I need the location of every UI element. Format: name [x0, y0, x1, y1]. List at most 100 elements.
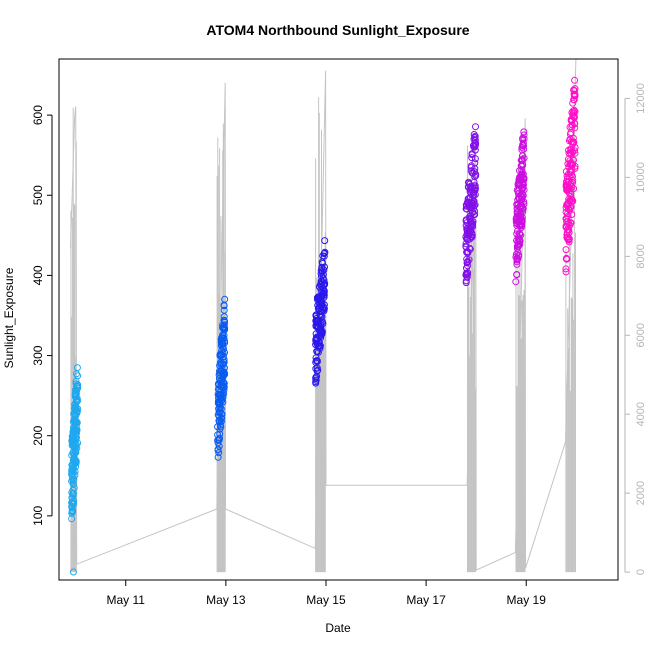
data-point [317, 298, 325, 306]
data-point [68, 503, 76, 511]
data-point [514, 249, 522, 257]
data-point [468, 151, 476, 159]
data-point [570, 86, 578, 94]
data-point [569, 138, 577, 146]
data-point [69, 507, 76, 515]
y-axis-label: Sunlight_Exposure [2, 267, 16, 368]
data-point [70, 484, 78, 492]
data-point [464, 229, 472, 237]
data-point [569, 134, 577, 142]
data-point [319, 268, 326, 275]
data-point [312, 376, 320, 384]
x-axis: May 11 May 13 May 15 May 17 May 19 [107, 579, 547, 607]
data-point [563, 210, 571, 218]
data-point [565, 173, 573, 181]
data-point [513, 271, 521, 279]
data-point [469, 218, 477, 226]
data-point [73, 398, 81, 406]
data-point [570, 96, 578, 104]
data-point [214, 385, 222, 393]
data-point [220, 382, 228, 389]
data-point [471, 155, 479, 163]
data-point [516, 237, 524, 245]
data-point [517, 156, 525, 164]
data-point [519, 181, 527, 189]
data-point [520, 198, 528, 206]
data-point [513, 245, 521, 252]
data-point [69, 480, 77, 488]
data-point [468, 231, 476, 239]
data-point [69, 476, 77, 484]
data-point [516, 167, 523, 175]
data-point [566, 157, 574, 165]
y2-tick-label: 0 [635, 569, 647, 575]
data-point [568, 160, 576, 168]
data-point [562, 208, 570, 216]
plot-area [58, 58, 619, 581]
data-point [567, 168, 575, 176]
data-point [569, 179, 576, 187]
y2-tick-label: 4000 [635, 402, 647, 426]
x-tick-label: May 17 [406, 593, 446, 607]
data-point [570, 106, 578, 114]
data-point [466, 244, 474, 252]
data-point [519, 139, 527, 147]
data-point [562, 265, 570, 273]
data-point [72, 459, 80, 467]
data-point [73, 444, 81, 452]
data-point [316, 328, 324, 336]
data-point [68, 432, 76, 440]
data-point [569, 156, 577, 164]
data-point [518, 146, 526, 154]
data-point [219, 360, 227, 368]
data-point [69, 449, 77, 457]
data-point [562, 255, 570, 263]
x-axis-label: Date [325, 621, 351, 635]
data-point [512, 278, 520, 286]
data-point [520, 142, 528, 150]
data-point [69, 466, 77, 474]
data-point [518, 143, 526, 151]
data-point [566, 160, 574, 168]
data-point [314, 366, 322, 374]
data-point [218, 367, 226, 375]
data-point [69, 568, 77, 576]
y-tick-label: 500 [31, 185, 45, 205]
data-point [571, 87, 578, 95]
data-point [321, 237, 329, 245]
data-point [72, 390, 80, 398]
y-tick-label: 600 [31, 105, 45, 125]
y-tick-label: 200 [31, 425, 45, 445]
data-point [220, 364, 228, 372]
data-point [216, 367, 223, 375]
y-axis-left: 100 200 300 400 500 600 [31, 105, 53, 526]
data-point [316, 310, 324, 318]
data-point [313, 357, 321, 365]
data-point [219, 339, 226, 347]
data-point [463, 234, 471, 242]
data-point [568, 211, 576, 218]
data-point [513, 186, 521, 194]
data-point [563, 233, 571, 241]
data-point [466, 227, 474, 235]
y2-tick-label: 2000 [635, 481, 647, 505]
y2-tick-label: 8000 [635, 244, 647, 268]
data-point [517, 224, 525, 232]
data-point [68, 494, 76, 502]
data-point [513, 230, 521, 238]
data-point [571, 124, 579, 132]
y2-tick-label: 10000 [635, 162, 647, 193]
data-point [569, 99, 577, 107]
data-point [571, 76, 579, 84]
data-point [320, 287, 328, 295]
data-point [74, 372, 82, 380]
data-point [71, 405, 78, 412]
data-point [568, 117, 576, 125]
data-point [465, 195, 473, 203]
x-tick-label: May 19 [507, 593, 547, 607]
data-point [215, 449, 223, 457]
data-point [567, 150, 575, 158]
data-point [318, 272, 325, 280]
data-point [462, 243, 470, 251]
